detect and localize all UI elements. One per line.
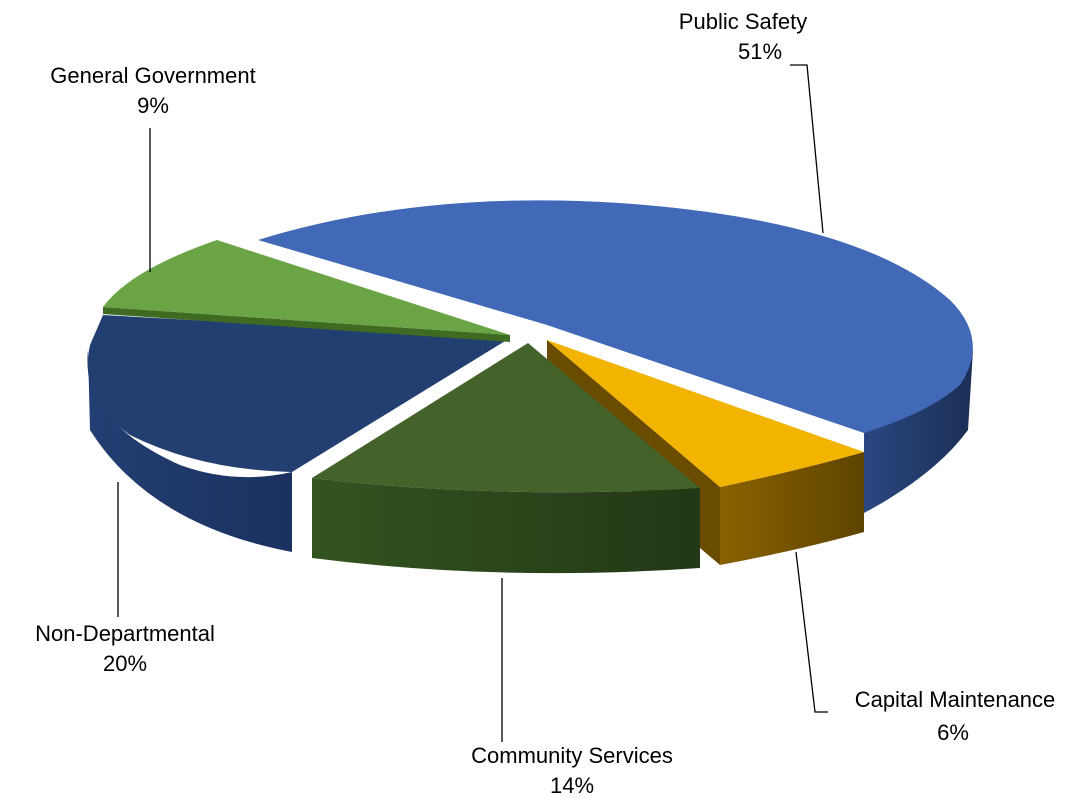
slice-community-services-top	[312, 343, 700, 493]
slice-non-departmental	[87, 315, 510, 552]
slice-community-services	[312, 343, 700, 574]
slice-general-government	[103, 240, 510, 342]
data-label-community-services-name: Community Services	[471, 743, 673, 768]
data-label-public-safety: Public Safety 51%	[679, 9, 807, 64]
slice-non-departmental-side	[87, 350, 292, 552]
data-label-public-safety-percent: 51%	[738, 39, 782, 64]
slice-capital-maintenance-side	[720, 452, 864, 565]
data-label-general-government-name: General Government	[50, 63, 255, 88]
data-label-non-departmental: Non-Departmental 20%	[35, 621, 215, 676]
leader-line-public-safety	[790, 64, 824, 234]
slice-general-government-side	[103, 307, 510, 342]
slice-public-safety-top	[258, 200, 973, 433]
data-label-community-services-percent: 14%	[550, 773, 594, 798]
data-label-capital-maintenance-percent: 6%	[937, 720, 969, 745]
slice-general-government-top	[103, 240, 510, 335]
slice-non-departmental-top	[87, 315, 510, 472]
slice-capital-maintenance-top	[547, 340, 864, 487]
data-label-non-departmental-name: Non-Departmental	[35, 621, 215, 646]
slice-public-safety	[258, 200, 973, 513]
data-label-community-services: Community Services 14%	[471, 743, 673, 798]
data-label-capital-maintenance: Capital Maintenance 6%	[855, 687, 1056, 745]
leader-line-capital-maintenance	[795, 551, 828, 713]
data-label-general-government-percent: 9%	[137, 93, 169, 118]
data-label-general-government: General Government 9%	[50, 63, 255, 118]
slice-community-services-side	[312, 478, 700, 574]
data-label-capital-maintenance-name: Capital Maintenance	[855, 687, 1056, 712]
data-label-public-safety-name: Public Safety	[679, 9, 807, 34]
data-label-non-departmental-percent: 20%	[103, 651, 147, 676]
